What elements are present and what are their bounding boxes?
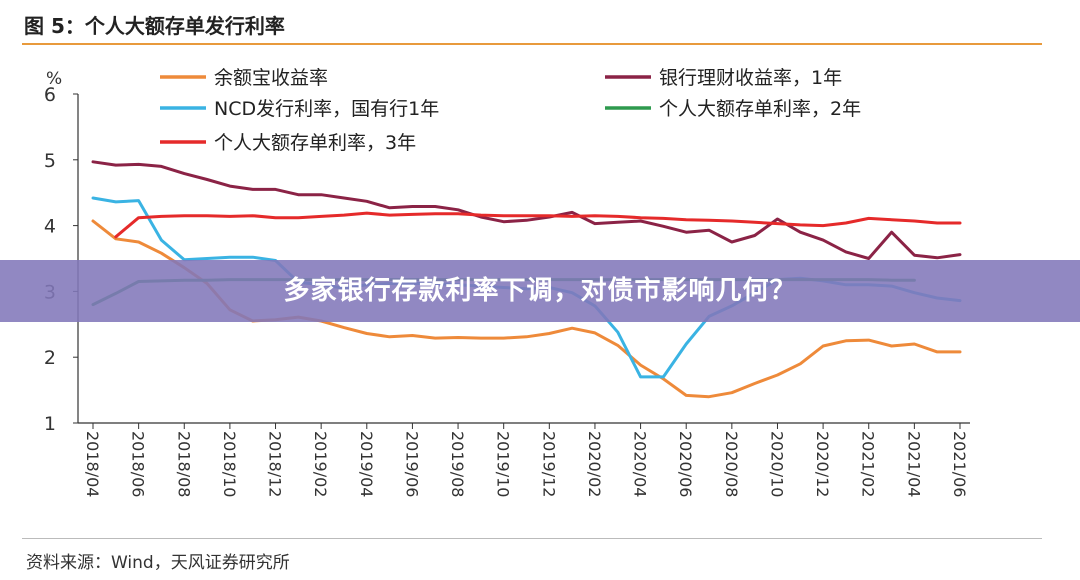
x-tick-label: 2018/12	[266, 431, 285, 497]
y-tick-label: 2	[44, 347, 56, 369]
x-tick-label: 2019/12	[539, 431, 558, 497]
source-divider	[22, 538, 1042, 539]
x-tick-label: 2019/06	[402, 431, 421, 497]
x-tick-label: 2020/12	[813, 431, 832, 497]
x-tick-label: 2018/08	[174, 431, 193, 497]
y-tick-label: 1	[44, 413, 56, 435]
legend-label-1: 余额宝收益率	[214, 67, 328, 89]
series-line-2	[91, 160, 962, 260]
legend-label-4: 个人大额存单利率，2年	[659, 98, 861, 120]
x-tick-label: 2021/02	[859, 431, 878, 497]
x-tick-label: 2021/04	[904, 431, 923, 497]
legend-label-2: 银行理财收益率，1年	[659, 67, 842, 89]
x-tick-label: 2020/04	[631, 431, 650, 497]
x-tick-label: 2019/04	[357, 431, 376, 497]
legend-label-5: 个人大额存单利率，3年	[214, 132, 416, 154]
chart-legend: 余额宝收益率 银行理财收益率，1年 NCD发行利率，国有行1年 个人大额存单利率，2年…	[160, 67, 861, 154]
x-tick-label: 2020/08	[722, 431, 741, 497]
y-tick-label: 6	[44, 84, 56, 106]
x-tick-label: 2018/04	[83, 431, 102, 497]
source-note: 资料来源：Wind，天风证券研究所	[26, 553, 290, 573]
x-tick-label: 2020/06	[676, 431, 695, 497]
series-line-5	[114, 211, 962, 239]
x-tick-label: 2019/08	[448, 431, 467, 497]
x-tick-label: 2020/02	[585, 431, 604, 497]
x-tick-label: 2018/10	[220, 431, 239, 497]
x-tick-label: 2019/10	[494, 431, 513, 497]
title-divider	[22, 43, 1042, 45]
x-tick-label: 2021/06	[950, 431, 969, 497]
y-tick-label: 5	[44, 150, 56, 172]
chart-axes: %1234562018/042018/062018/082018/102018/…	[44, 69, 970, 497]
x-tick-label: 2020/10	[767, 431, 786, 497]
y-tick-label: 4	[44, 216, 56, 238]
figure-title: 图 5：个人大额存单发行利率	[24, 14, 285, 38]
x-tick-label: 2018/06	[129, 431, 148, 497]
x-tick-label: 2019/02	[311, 431, 330, 497]
headline-text: 多家银行存款利率下调，对债市影响几何？	[283, 276, 797, 306]
legend-label-3: NCD发行利率，国有行1年	[214, 98, 439, 120]
y-axis-unit-label: %	[46, 69, 62, 89]
headline-banner	[0, 260, 1080, 322]
